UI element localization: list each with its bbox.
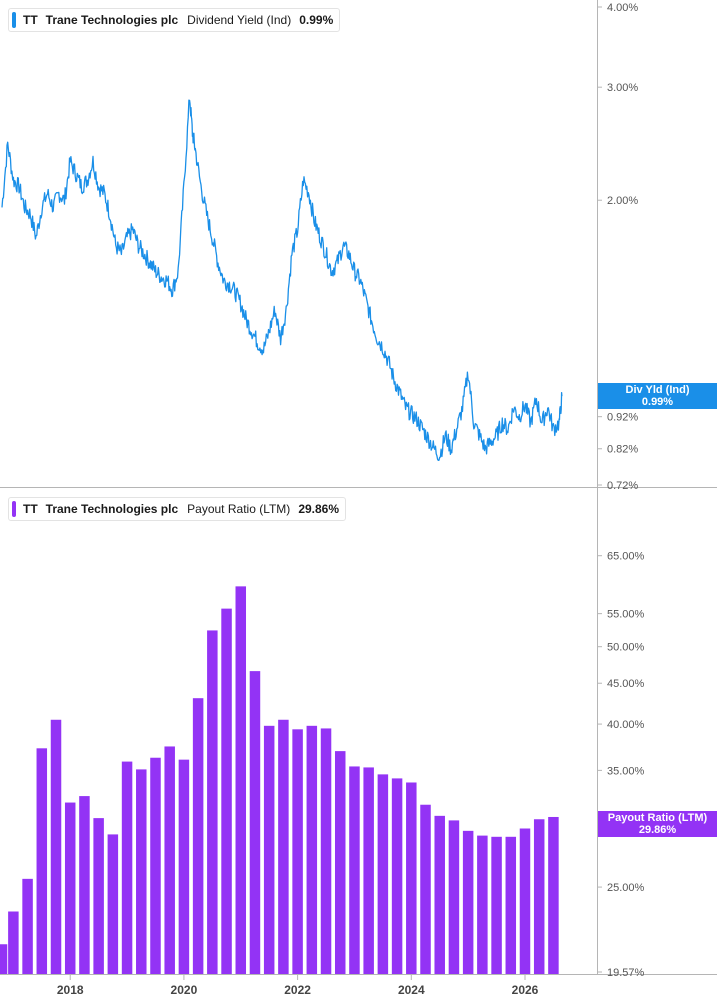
payout-bar bbox=[448, 820, 460, 974]
payout-tick-label: 35.00% bbox=[607, 765, 645, 777]
badge-label: Div Yld (Ind) bbox=[625, 384, 690, 396]
yield-tick-label: 4.00% bbox=[607, 2, 638, 14]
x-tick-label: 2026 bbox=[512, 983, 539, 997]
yield-tick-label: 3.00% bbox=[607, 82, 638, 94]
badge-label: Payout Ratio (LTM) bbox=[607, 812, 708, 824]
payout-bar bbox=[406, 782, 417, 974]
payout-bar bbox=[548, 816, 559, 974]
payout-bar bbox=[363, 767, 374, 974]
yield-tick-label: 0.82% bbox=[607, 444, 638, 456]
payout-ratio-value-badge: Payout Ratio (LTM) 29.86% bbox=[598, 811, 717, 837]
payout-bar bbox=[178, 759, 190, 974]
payout-bar bbox=[334, 751, 346, 974]
payout-bar bbox=[107, 834, 119, 974]
legend-value: 29.86% bbox=[298, 502, 340, 516]
payout-tick-label: 19.57% bbox=[607, 967, 645, 979]
payout-bar bbox=[192, 698, 204, 974]
payout-bar bbox=[8, 911, 19, 974]
payout-bar bbox=[377, 774, 389, 974]
payout-bar bbox=[533, 819, 545, 974]
payout-bar bbox=[36, 748, 48, 974]
dividend-yield-value-badge: Div Yld (Ind) 0.99% bbox=[598, 383, 717, 409]
payout-bar bbox=[434, 815, 445, 974]
payout-bar bbox=[136, 769, 147, 974]
payout-bar bbox=[93, 818, 104, 974]
yield-tick-label: 0.92% bbox=[607, 412, 638, 424]
payout-tick-label: 45.00% bbox=[607, 678, 645, 690]
payout-bar bbox=[519, 828, 531, 974]
payout-bar bbox=[292, 729, 303, 974]
x-tick-label: 2018 bbox=[57, 983, 84, 997]
legend-company: Trane Technologies plc bbox=[45, 502, 179, 516]
payout-bar bbox=[50, 719, 62, 974]
legend-metric: Dividend Yield (Ind) bbox=[187, 13, 292, 27]
legend-metric: Payout Ratio (LTM) bbox=[187, 502, 291, 516]
payout-bar bbox=[22, 878, 33, 974]
payout-tick-label: 55.00% bbox=[607, 609, 645, 621]
dividend-yield-legend[interactable]: TT Trane Technologies plc Dividend Yield… bbox=[8, 8, 341, 32]
payout-tick-label: 25.00% bbox=[607, 882, 645, 894]
payout-bar bbox=[505, 836, 517, 974]
x-tick-label: 2020 bbox=[171, 983, 198, 997]
dividend-yield-line bbox=[1, 99, 563, 462]
payout-bar bbox=[64, 802, 76, 974]
yield-tick-label: 0.72% bbox=[607, 480, 638, 492]
payout-bar bbox=[207, 630, 218, 974]
payout-bar bbox=[121, 761, 133, 974]
legend-company: Trane Technologies plc bbox=[45, 13, 179, 27]
dividend-yield-panel bbox=[1, 99, 563, 462]
payout-bar bbox=[320, 728, 332, 974]
payout-tick-label: 65.00% bbox=[607, 551, 645, 563]
payout-bar bbox=[150, 757, 161, 974]
yield-tick-label: 2.00% bbox=[607, 195, 638, 207]
x-tick-label: 2024 bbox=[398, 983, 425, 997]
payout-bar bbox=[420, 804, 431, 974]
payout-tick-label: 40.00% bbox=[607, 719, 645, 731]
payout-color-swatch bbox=[12, 501, 16, 517]
legend-ticker: TT bbox=[23, 13, 38, 27]
payout-bar bbox=[164, 746, 175, 974]
payout-bar bbox=[263, 725, 275, 974]
x-tick-label: 2022 bbox=[284, 983, 311, 997]
payout-bar bbox=[491, 836, 502, 974]
payout-bar bbox=[221, 608, 232, 974]
badge-value: 29.86% bbox=[638, 824, 677, 836]
payout-bar bbox=[391, 778, 403, 974]
payout-bar bbox=[249, 671, 261, 974]
legend-value: 0.99% bbox=[299, 13, 334, 27]
payout-bar bbox=[349, 766, 360, 974]
payout-ratio-legend[interactable]: TT Trane Technologies plc Payout Ratio (… bbox=[8, 497, 347, 521]
payout-bar bbox=[477, 835, 488, 974]
legend-ticker: TT bbox=[23, 502, 38, 516]
yield-color-swatch bbox=[12, 12, 16, 28]
payout-bar bbox=[278, 719, 289, 974]
payout-bar bbox=[462, 830, 474, 974]
payout-bar bbox=[0, 944, 8, 974]
payout-bar bbox=[306, 725, 318, 974]
payout-bar bbox=[235, 586, 247, 974]
payout-tick-label: 50.00% bbox=[607, 642, 645, 654]
payout-bar bbox=[79, 796, 90, 974]
badge-value: 0.99% bbox=[641, 396, 674, 408]
payout-ratio-panel bbox=[0, 586, 559, 974]
